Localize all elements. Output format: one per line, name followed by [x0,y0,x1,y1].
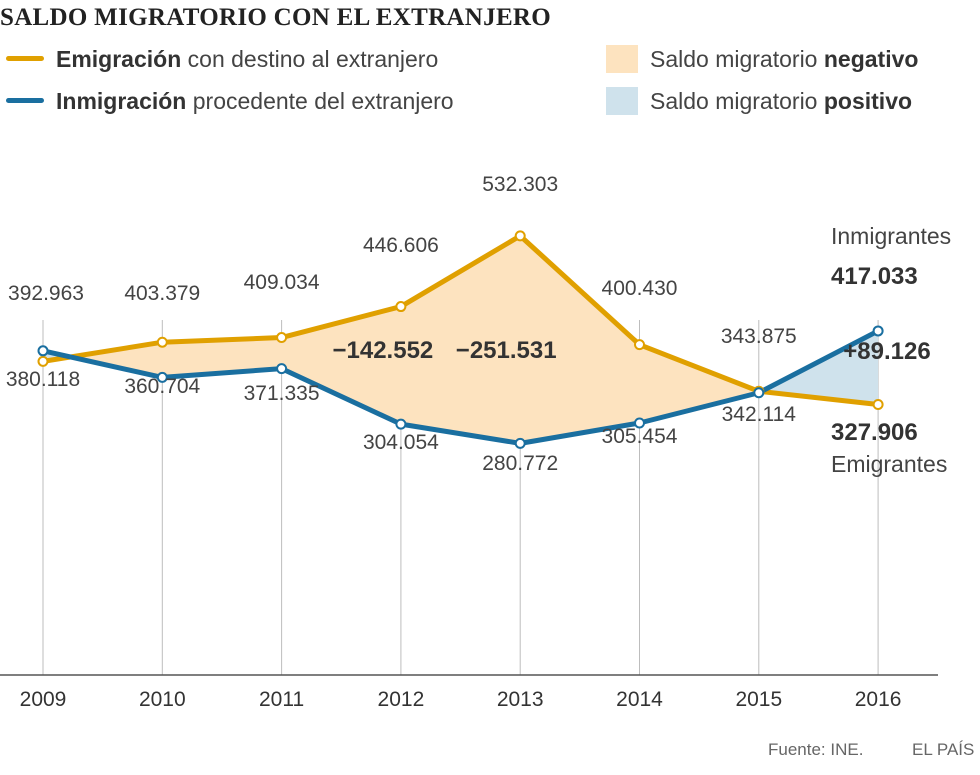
immigration-point-2013 [514,437,526,449]
emigration-label-2012: 446.606 [363,234,439,257]
emigration-point-2014 [634,339,645,351]
x-tick-2016: 2016 [855,688,902,711]
x-tick-2012: 2012 [378,688,425,711]
emigration-point-2010 [156,336,168,348]
immigration-point-2010 [156,371,168,383]
legend-negative: Saldo migratorio negativo [606,44,919,75]
immigration-label-2013: 280.772 [482,452,558,475]
legend-negative-text: Saldo migratorio [650,46,824,72]
x-tick-2014: 2014 [616,688,663,711]
legend-emigration-text: con destino al extranjero [181,46,439,72]
immigration-point-2009 [37,345,49,357]
emigration-point-2016 [872,398,884,410]
immigration-label-2010: 360.704 [124,375,200,398]
emigration-label-2011: 409.034 [244,271,320,294]
legend-immigration: Inmigración procedente del extranjero [6,88,454,115]
legend-positive-text: Saldo migratorio [650,88,824,114]
immigration-point-2016 [872,325,884,337]
immigration-swatch [6,98,44,104]
immigration-label-2015: 342.114 [722,403,797,426]
emigration-label-2016: 327.906 [831,419,918,446]
chart-title: SALDO MIGRATORIO CON EL EXTRANJERO [0,4,552,31]
emigration-label-2015: 343.875 [721,325,797,348]
end-label-immigrants: Inmigrantes [831,223,951,249]
immigration-point-2012 [395,418,407,430]
immigration-point-2014 [634,417,645,429]
immigration-label-2016: 417.033 [831,263,918,290]
x-tick-2010: 2010 [139,688,186,711]
balance-annotation-2012: −142.552 [333,337,434,364]
balance-annotation-2016: +89.126 [843,338,930,365]
immigration-label-2014: 305.454 [602,425,678,448]
legend-negative-bold: negativo [823,46,919,72]
emigration-label-2013: 532.303 [482,173,558,196]
emigration-point-2011 [276,332,288,344]
legend-emigration: Emigración con destino al extranjero [6,46,438,73]
negative-swatch [606,44,638,73]
immigration-point-2011 [276,363,288,375]
legend-positive-bold: positivo [823,88,913,114]
immigration-label-2012: 304.054 [363,431,439,454]
negative-area [70,235,762,444]
emigration-line [42,233,879,407]
balance-annotation-2013: −251.531 [456,337,557,364]
end-label-emigrants: Emigrantes [831,451,947,477]
emigration-label-2009: 380.118 [6,368,80,391]
immigration-line [42,328,880,446]
positive-area [761,330,879,405]
immigration-label-2009: 392.963 [8,282,84,305]
x-tick-2013: 2013 [497,688,544,711]
legend-immigration-bold: Inmigración [56,88,187,114]
emigration-label-2014: 400.430 [602,277,678,300]
positive-swatch [606,86,638,115]
source-note: Fuente: INE. [768,740,864,759]
immigration-point-2015 [753,387,765,399]
x-tick-2011: 2011 [259,688,304,711]
emigration-point-2013 [514,230,526,242]
immigration-label-2011: 371.335 [244,382,320,405]
emigration-swatch [6,56,44,62]
emigration-point-2012 [395,301,407,313]
x-tick-2009: 2009 [20,688,67,711]
emigration-point-2009 [37,355,49,367]
legend-emigration-bold: Emigración [56,46,182,72]
brand-label: EL PAÍS [912,740,975,759]
x-tick-2015: 2015 [735,688,782,711]
line-chart: 2009 2010 2011 2012 2013 2014 2015 2016 380.118 4… [0,173,951,711]
legend-positive: Saldo migratorio positivo [606,86,913,117]
emigration-label-2010: 403.379 [124,282,200,305]
legend-immigration-text: procedente del extranjero [186,88,454,114]
